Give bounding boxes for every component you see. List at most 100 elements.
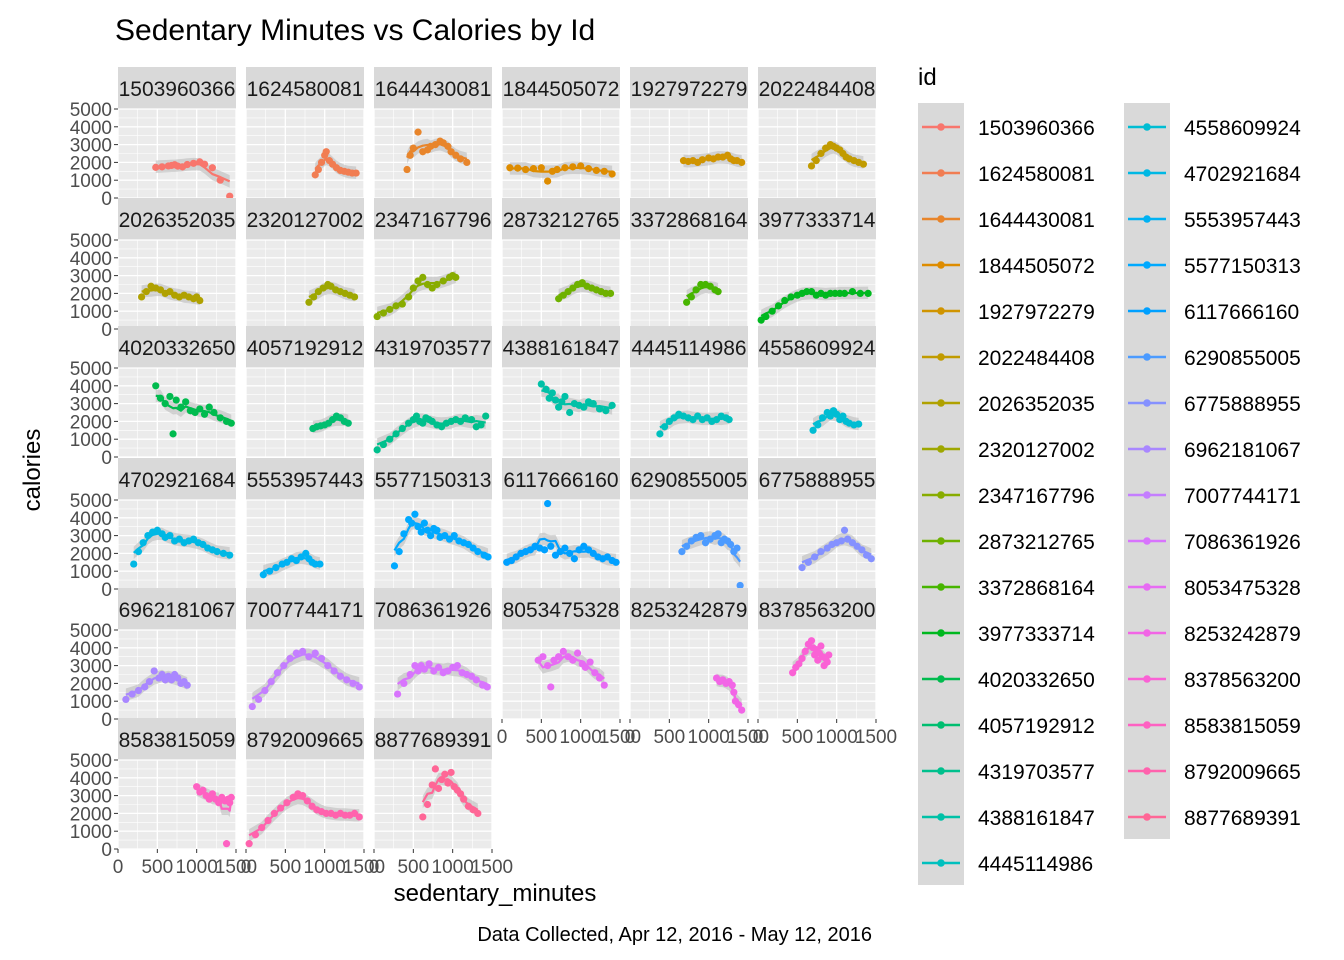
- legend-entry-label: 2026352035: [978, 393, 1095, 416]
- data-point: [386, 305, 394, 314]
- data-point: [349, 679, 357, 688]
- data-point: [419, 419, 427, 427]
- data-point: [299, 792, 307, 800]
- data-point: [551, 396, 560, 404]
- legend-entry-label: 4558609924: [1184, 117, 1301, 140]
- data-point: [398, 300, 406, 308]
- data-point: [826, 412, 834, 420]
- data-point: [200, 410, 209, 418]
- data-point: [183, 681, 191, 689]
- facet-strip: [502, 198, 620, 240]
- data-point: [762, 312, 770, 321]
- facet-strip: [374, 326, 492, 368]
- data-point: [169, 430, 177, 438]
- legend-key-point: [937, 813, 945, 821]
- data-point: [730, 688, 738, 696]
- data-point: [714, 530, 722, 538]
- data-point: [859, 160, 868, 168]
- legend-key-point: [937, 491, 945, 499]
- data-point: [226, 551, 234, 559]
- data-point: [463, 158, 471, 166]
- x-tick-label: 1500: [343, 857, 385, 878]
- facet-strip-label: 3977333714: [759, 209, 876, 232]
- data-point: [804, 558, 812, 566]
- y-tick-label: 5000: [70, 751, 112, 772]
- legend-entry-label: 4445114986: [978, 853, 1093, 876]
- y-axis-label: calories: [19, 429, 46, 512]
- legend-entry-label: 3372868164: [978, 577, 1095, 600]
- data-point: [825, 651, 833, 659]
- data-point: [452, 273, 460, 281]
- data-point: [736, 581, 744, 590]
- data-point: [714, 288, 722, 296]
- facet-strip: [502, 458, 620, 500]
- data-point: [392, 302, 400, 310]
- data-point: [130, 560, 138, 568]
- legend-entry-label: 6962181067: [1184, 439, 1301, 462]
- data-point: [661, 423, 669, 431]
- y-tick-label: 3000: [70, 657, 112, 678]
- data-point: [678, 548, 686, 556]
- data-point: [566, 549, 574, 558]
- data-point: [305, 653, 313, 661]
- facet-strip: [758, 67, 876, 109]
- facet-strip: [374, 198, 492, 240]
- facet-strip-label: 4445114986: [631, 337, 746, 360]
- data-point: [314, 165, 322, 174]
- data-point: [305, 298, 313, 306]
- legend-entry-label: 4319703577: [978, 761, 1095, 784]
- legend-key-point: [1143, 675, 1151, 683]
- y-tick-label: 4000: [70, 769, 112, 790]
- data-point: [577, 162, 585, 170]
- data-point: [561, 164, 569, 172]
- x-tick-label: 500: [781, 727, 813, 748]
- data-point: [210, 408, 218, 417]
- facet-panel: 2022484408: [757, 67, 877, 199]
- data-point: [213, 548, 221, 556]
- legend-entry-label: 8877689391: [1184, 807, 1301, 830]
- data-point: [553, 165, 561, 174]
- data-point: [817, 642, 825, 650]
- legend-key-point: [1143, 261, 1151, 269]
- data-point: [196, 296, 204, 305]
- facet-strip-label: 2873212765: [503, 209, 620, 232]
- data-point: [768, 307, 776, 315]
- data-point: [425, 660, 433, 668]
- facet-strip: [118, 198, 236, 240]
- legend-key-point: [1143, 123, 1151, 131]
- data-point: [280, 662, 288, 670]
- legend-entry-label: 1927972279: [978, 301, 1095, 324]
- data-point: [189, 159, 198, 167]
- legend-key-point: [937, 215, 945, 223]
- y-tick-label: 5000: [70, 621, 112, 642]
- facet-strip: [630, 67, 748, 109]
- data-point: [460, 795, 468, 803]
- x-tick-label: 1500: [599, 727, 641, 748]
- legend-entry-label: 4057192912: [978, 715, 1095, 738]
- data-point: [656, 430, 664, 438]
- data-point: [412, 412, 421, 420]
- data-point: [428, 781, 436, 789]
- facet-strip-label: 4702921684: [119, 469, 236, 492]
- data-point: [547, 683, 555, 691]
- facet-panel: 2873212765: [501, 198, 621, 330]
- data-point: [864, 289, 872, 297]
- facet-strip: [118, 326, 236, 368]
- legend-key-point: [1143, 215, 1151, 223]
- data-point: [264, 816, 272, 825]
- legend-entry-label: 3977333714: [978, 623, 1095, 646]
- legend-entry-label: 2347167796: [978, 485, 1095, 508]
- legend-entry-label: 8378563200: [1184, 669, 1301, 692]
- data-point: [559, 647, 567, 655]
- legend-entry-label: 7086361926: [1184, 531, 1301, 554]
- legend-key-point: [937, 859, 945, 867]
- data-point: [738, 706, 746, 714]
- legend-entry-label: 1644430081: [978, 209, 1095, 232]
- data-point: [558, 398, 566, 406]
- data-point: [795, 660, 803, 668]
- x-tick-label: 0: [753, 727, 764, 748]
- data-point: [789, 669, 797, 677]
